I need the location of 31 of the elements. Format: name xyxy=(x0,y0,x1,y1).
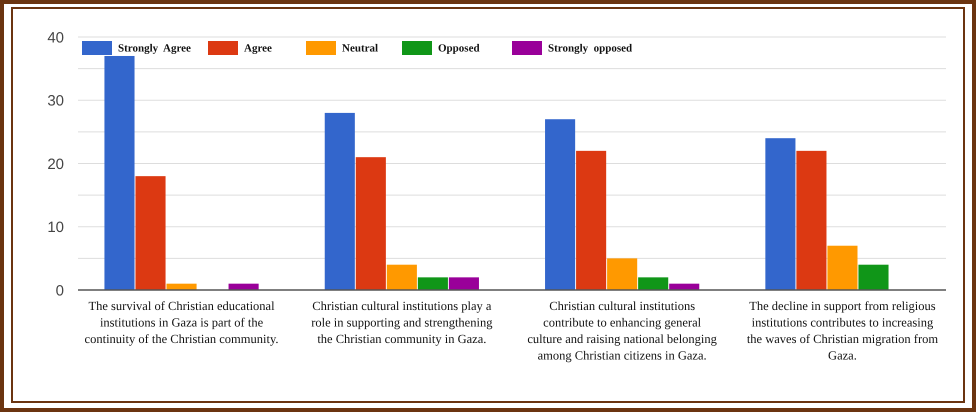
bar xyxy=(448,277,479,290)
bar xyxy=(827,246,858,290)
bar xyxy=(545,119,576,290)
x-tick-label: The survival of Christian educational institutions in Gaza is part of the continuity of the Christian community. xyxy=(84,299,279,346)
legend-label: Strongly opposed xyxy=(548,42,632,54)
bar xyxy=(765,138,796,290)
bar xyxy=(228,284,259,290)
x-tick-label: The decline in support from religious institutions contributes to increasing the waves of Christian migration from Gaza. xyxy=(746,299,938,362)
y-tick-label: 40 xyxy=(47,29,64,46)
bar xyxy=(638,277,668,290)
x-tick-label: Christian cultural institutions play a role in supporting and strengthening the Christian community in Gaza. xyxy=(311,299,494,346)
y-tick-label: 10 xyxy=(47,219,64,236)
bar xyxy=(324,112,355,290)
legend-label: Agree xyxy=(244,42,272,54)
y-tick-label: 20 xyxy=(47,156,64,173)
bar xyxy=(135,176,166,290)
bar xyxy=(858,264,889,290)
legend-label: Strongly Agree xyxy=(118,42,192,54)
x-tick-label: Christian cultural institutions contribute to enhancing general culture and raising national belonging among Christian citizens in Gaza. xyxy=(527,299,718,362)
bar xyxy=(418,277,448,290)
bar xyxy=(166,284,197,290)
y-tick-label: 30 xyxy=(47,92,64,110)
bar xyxy=(669,284,700,290)
legend-label: Neutral xyxy=(342,42,378,54)
bar xyxy=(607,258,638,290)
legend-label: Opposed xyxy=(438,42,480,54)
bar xyxy=(576,150,606,290)
bar xyxy=(796,150,826,290)
bar xyxy=(356,157,386,290)
y-tick-label: 0 xyxy=(56,282,64,300)
bar xyxy=(386,264,417,290)
